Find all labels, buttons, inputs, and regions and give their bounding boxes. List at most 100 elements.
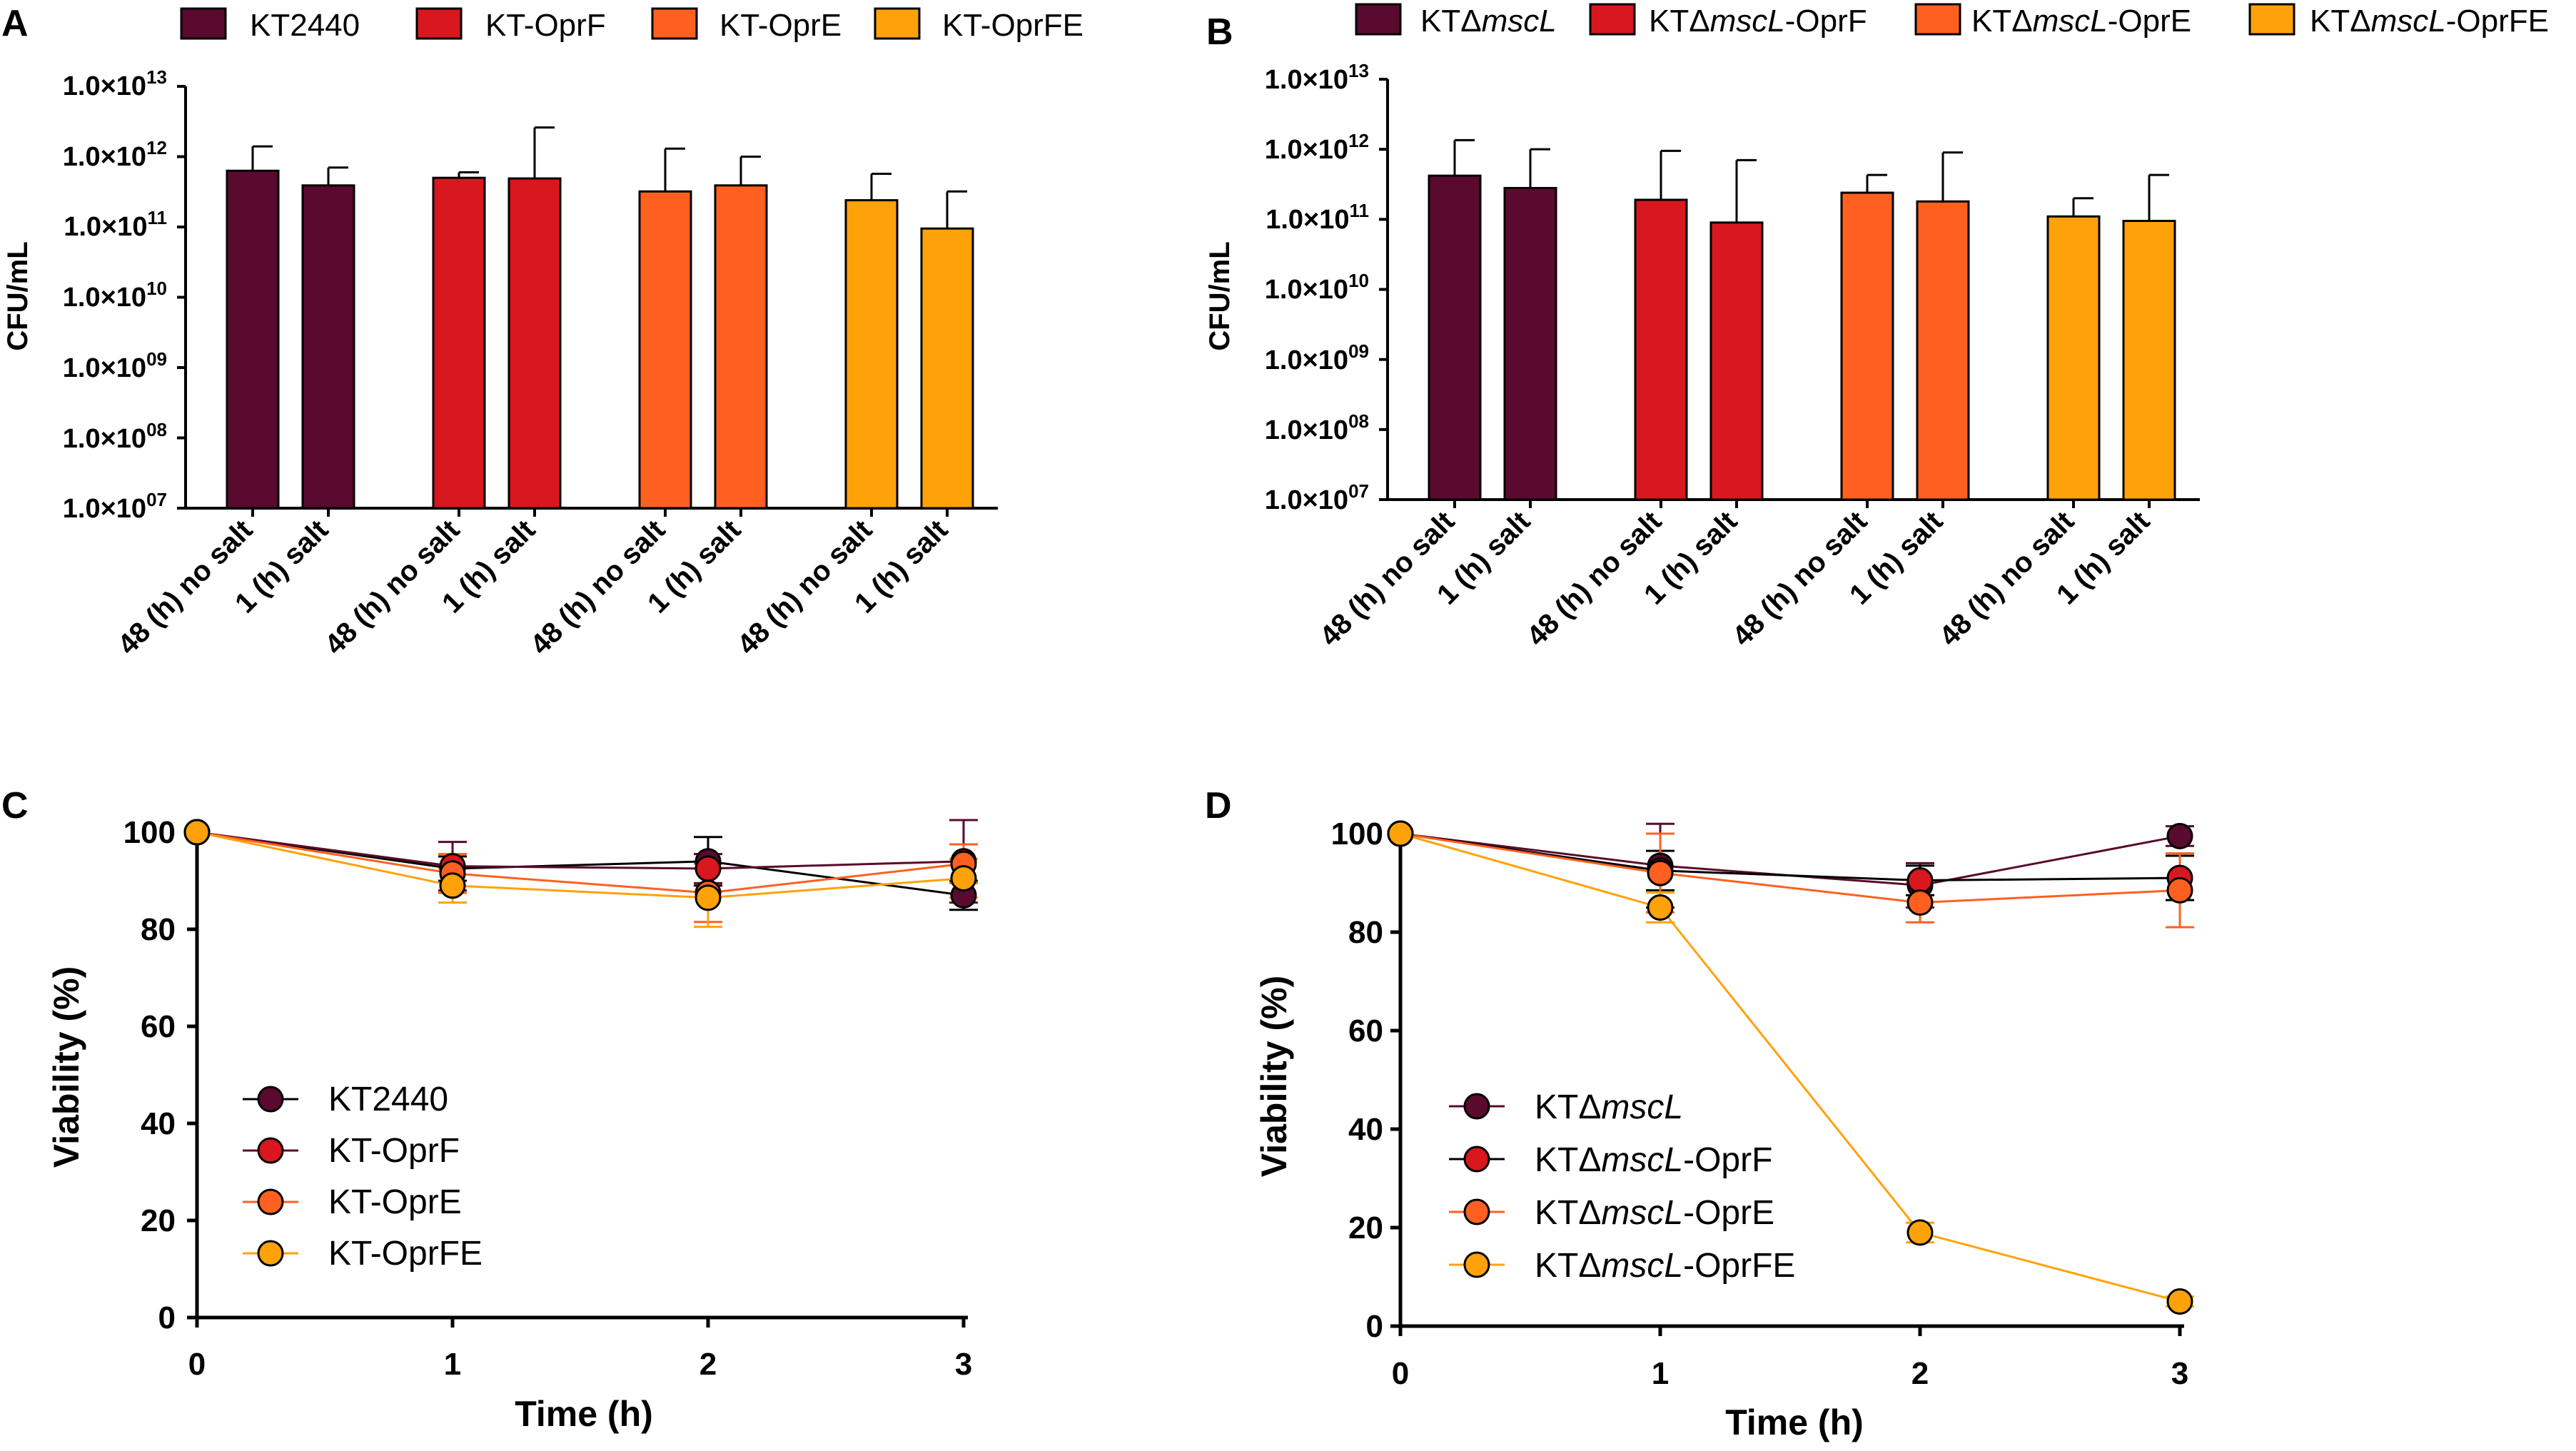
x-tick-label-a-0: 48 (h) no salt — [112, 514, 259, 661]
bar-b-1 — [1503, 186, 1557, 501]
y-tick-label-b-0: 1.0×1007 — [1265, 480, 1369, 515]
y-tick-label-a-1: 1.0×1008 — [63, 419, 167, 454]
y-tick-label-b-4: 1.0×1011 — [1266, 200, 1369, 235]
bar-a-3 — [507, 177, 562, 510]
bar-a-2 — [432, 176, 486, 510]
y-tick-label-b-2: 1.0×1009 — [1265, 340, 1369, 375]
y-tick-label-a-3: 1.0×1010 — [63, 278, 167, 313]
x-tick-label-d-0: 0 — [1392, 1356, 1409, 1391]
bar-b-4 — [1840, 191, 1894, 501]
y-axis-label-b: CFU/mL — [1204, 241, 1236, 350]
legend-label-c-2: KT-OprE — [328, 1183, 462, 1221]
series-line-c-2 — [196, 831, 964, 894]
y-tick-label-c-3: 60 — [141, 1009, 176, 1044]
legend-swatch-a-0 — [180, 7, 227, 40]
bar-b-0 — [1428, 174, 1482, 501]
legend-label-b-1: KTΔmscL-OprF — [1649, 4, 1867, 39]
panel-a: A KT2440 KT-OprF KT-OprE KT-OprFE CFU/mL… — [1, 3, 1084, 661]
legend-marker-d-1 — [1463, 1146, 1490, 1173]
legend-b: KTΔmscL KTΔmscL-OprF KTΔmscL-OprE KTΔmsc… — [1355, 3, 2549, 39]
bar-a-5 — [714, 184, 768, 510]
legend-label-d-1: KTΔmscL-OprF — [1535, 1141, 1772, 1179]
panel-label-a: A — [1, 3, 29, 44]
legend-marker-d-0 — [1463, 1093, 1490, 1120]
bar-b-2 — [1634, 198, 1688, 501]
bar-b-6 — [2046, 215, 2101, 501]
data-point-c-3-0 — [183, 819, 211, 846]
series-line-c-1 — [196, 831, 964, 870]
x-ticks-d: 0 1 2 3 — [1392, 1356, 2188, 1391]
x-tick-label-b-2: 48 (h) no salt — [1521, 505, 1668, 652]
panel-label-c: C — [1, 785, 29, 826]
bar-a-6 — [844, 199, 899, 510]
x-tick-label-d-1: 1 — [1652, 1356, 1669, 1391]
data-point-d-2-1 — [1647, 859, 1674, 886]
data-point-d-1-2 — [1906, 867, 1934, 894]
y-tick-label-b-1: 1.0×1008 — [1265, 410, 1369, 445]
legend-swatch-a-1 — [415, 7, 463, 40]
y-tick-label-a-5: 1.0×1012 — [63, 137, 167, 172]
plot-d — [1387, 820, 2194, 1336]
bar-b-5 — [1916, 200, 1970, 501]
x-axis-label-d: Time (h) — [1725, 1402, 1864, 1442]
series-line-d-2 — [1400, 832, 2181, 904]
x-tick-label-c-3: 3 — [955, 1347, 972, 1382]
x-tick-label-b-4: 48 (h) no salt — [1727, 505, 1874, 652]
legend-label-d-0: KTΔmscL — [1535, 1088, 1683, 1126]
bar-a-0 — [226, 169, 280, 510]
legend-label-b-2: KTΔmscL-OprE — [1971, 4, 2191, 39]
legend-d: KTΔmscL KTΔmscL-OprF KTΔmscL-OprE KTΔmsc… — [1449, 1088, 1795, 1285]
legend-swatch-a-2 — [651, 7, 698, 40]
y-tick-label-a-0: 1.0×1007 — [63, 489, 167, 524]
legend-label-b-3: KTΔmscL-OprFE — [2310, 4, 2549, 39]
legend-marker-d-3 — [1463, 1251, 1490, 1278]
panel-label-b: B — [1206, 11, 1233, 53]
data-point-d-3-1 — [1647, 894, 1674, 921]
plot-c — [183, 819, 978, 1328]
series-line-d-3 — [1400, 832, 2181, 1303]
x-tick-label-c-0: 0 — [188, 1347, 206, 1382]
legend-label-c-1: KT-OprF — [328, 1132, 460, 1170]
x-tick-label-a-2: 48 (h) no salt — [319, 514, 466, 661]
y-tick-label-c-2: 40 — [141, 1106, 176, 1141]
y-axis-label-a: CFU/mL — [2, 241, 34, 350]
x-tick-label-b-0: 48 (h) no salt — [1314, 505, 1461, 652]
x-axis-label-c: Time (h) — [515, 1394, 653, 1434]
x-tick-label-b-6: 48 (h) no salt — [1934, 505, 2081, 652]
data-point-c-3-3 — [950, 865, 977, 892]
bar-a-4 — [638, 190, 692, 510]
y-ticks-d: 0 20 40 60 80 100 — [1331, 816, 1383, 1344]
data-point-d-2-2 — [1906, 889, 1934, 916]
legend-swatch-b-3 — [2248, 3, 2295, 36]
panel-c: C Viability (%) Time (h) 0 20 40 60 80 1… — [1, 785, 978, 1434]
data-point-c-3-1 — [439, 872, 466, 899]
panel-d: D Viability (%) Time (h) 0 20 40 60 80 1… — [1205, 785, 2194, 1442]
x-tick-label-d-2: 2 — [1911, 1356, 1929, 1391]
y-tick-label-c-1: 20 — [141, 1203, 176, 1238]
plot-b — [1379, 78, 2200, 508]
legend-label-d-2: KTΔmscL-OprE — [1535, 1194, 1774, 1232]
data-point-c-3-2 — [694, 884, 722, 911]
y-ticks-b: 1.0×1007 1.0×1008 1.0×1009 1.0×1010 1.0×… — [1265, 60, 1369, 515]
series-line-d-1 — [1400, 832, 2181, 882]
legend-label-c-0: KT2440 — [328, 1081, 448, 1118]
y-tick-label-d-1: 20 — [1348, 1210, 1383, 1245]
panel-label-d: D — [1205, 785, 1232, 826]
series-line-c-3 — [196, 831, 964, 899]
bar-b-7 — [2122, 220, 2176, 501]
data-point-d-3-0 — [1387, 820, 1414, 847]
y-ticks-c: 0 20 40 60 80 100 — [123, 815, 176, 1335]
legend-label-a-2: KT-OprE — [719, 8, 842, 43]
data-point-d-2-3 — [2166, 876, 2193, 904]
panel-b: B KTΔmscL KTΔmscL-OprF KTΔmscL-OprE KTΔm… — [1204, 3, 2549, 652]
y-tick-label-c-4: 80 — [141, 912, 176, 947]
legend-label-b-0: KTΔmscL — [1420, 4, 1557, 39]
x-ticks-b: 48 (h) no salt 1 (h) salt 48 (h) no salt… — [1314, 505, 2156, 652]
y-tick-label-d-3: 60 — [1348, 1013, 1383, 1048]
bar-a-1 — [301, 184, 355, 510]
x-tick-label-d-3: 3 — [2171, 1356, 2188, 1391]
legend-label-c-3: KT-OprFE — [328, 1235, 483, 1273]
series-line-d-0 — [1400, 832, 2181, 886]
y-ticks-a: 1.0×1007 1.0×1008 1.0×1009 1.0×1010 1.0×… — [63, 66, 167, 524]
